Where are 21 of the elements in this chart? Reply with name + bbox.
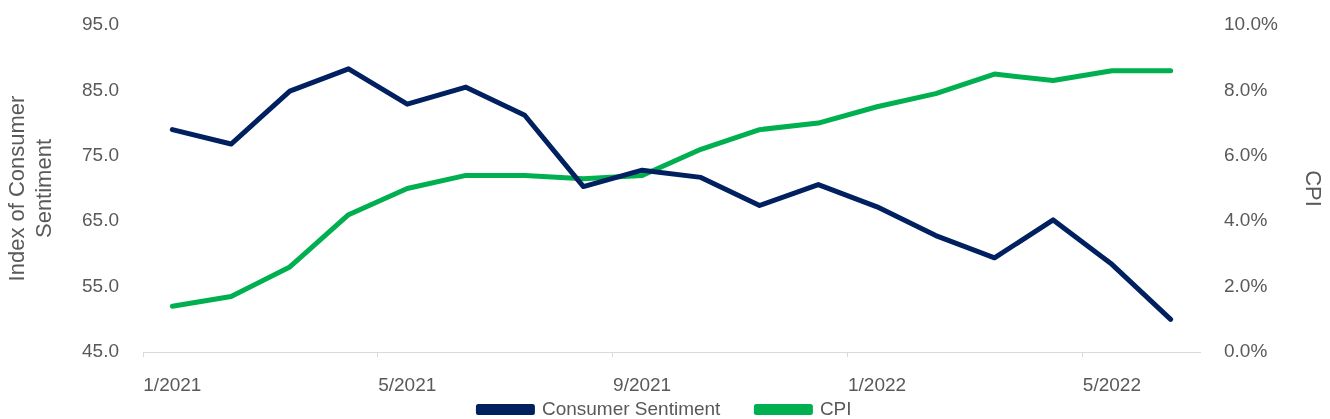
y-axis-title: Index of Consumer Sentiment [3,95,57,282]
x-tick-label: 5/2022 [1082,373,1141,395]
y-tick-label: 75.0 [82,144,119,166]
y-tick-label: 95.0 [82,13,119,35]
x-tick-label: 1/2021 [143,373,202,395]
x-tick-label: 1/2022 [847,373,907,395]
y2-axis-title: CPI [1301,170,1327,207]
y2-tick-label: 8.0% [1224,78,1268,100]
y2-tick-label: 6.0% [1224,144,1268,166]
x-tick-label: 9/2021 [613,373,672,395]
legend-label: Consumer Sentiment [541,397,722,419]
y2-tick-label: 0.0% [1224,340,1268,362]
y-tick-label: 55.0 [82,274,119,296]
y2-tick-label: 10.0% [1224,13,1278,35]
y-tick-label: 45.0 [82,340,119,362]
y-tick-label: 65.0 [82,209,119,231]
legend-label: CPI [819,397,852,419]
x-tick-label: 5/2021 [378,373,437,395]
y2-tick-label: 4.0% [1224,209,1268,231]
y2-tick-label: 2.0% [1224,274,1268,296]
y-tick-label: 85.0 [82,78,119,100]
